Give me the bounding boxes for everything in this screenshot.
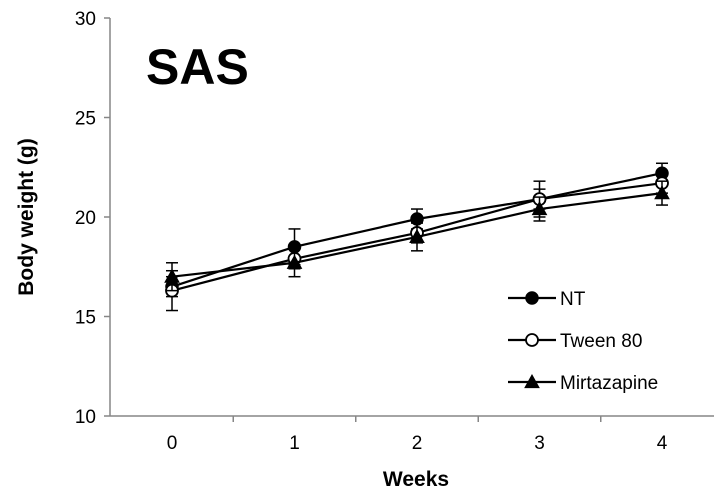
x-tick-label: 2 bbox=[412, 433, 423, 454]
panel-label: SAS bbox=[146, 39, 249, 95]
legend-item: NT bbox=[508, 289, 586, 310]
data-point bbox=[164, 268, 180, 283]
y-axis-title: Body weight (g) bbox=[15, 138, 38, 295]
data-point bbox=[409, 228, 425, 243]
x-tick-label: 1 bbox=[289, 433, 300, 454]
legend-marker bbox=[524, 373, 540, 389]
axes: 10 15 20 25 30 0 1 2 3 4 bbox=[75, 9, 714, 454]
legend-label: NT bbox=[560, 289, 586, 310]
series-layer bbox=[164, 162, 670, 312]
legend-marker bbox=[525, 291, 539, 305]
legend-label: Tween 80 bbox=[560, 331, 642, 352]
legend: NT Tween 80 Mirtazapine bbox=[508, 289, 658, 394]
y-tick-label: 30 bbox=[75, 9, 96, 30]
x-tick-label: 4 bbox=[657, 433, 668, 454]
legend-label: Mirtazapine bbox=[560, 373, 658, 394]
x-axis-title: Weeks bbox=[383, 468, 449, 491]
y-tick-label: 20 bbox=[75, 208, 96, 229]
x-tick-label: 3 bbox=[534, 433, 545, 454]
x-tick-label: 0 bbox=[167, 433, 178, 454]
data-point bbox=[286, 254, 303, 269]
legend-item: Tween 80 bbox=[508, 331, 642, 352]
y-tick-label: 25 bbox=[75, 109, 96, 130]
y-tick-label: 10 bbox=[75, 407, 96, 428]
series-mirtazapine bbox=[164, 180, 670, 292]
data-point bbox=[654, 185, 670, 200]
legend-marker bbox=[525, 333, 539, 347]
data-point bbox=[531, 201, 548, 216]
legend-item: Mirtazapine bbox=[508, 373, 658, 394]
y-tick-label: 15 bbox=[75, 308, 96, 329]
